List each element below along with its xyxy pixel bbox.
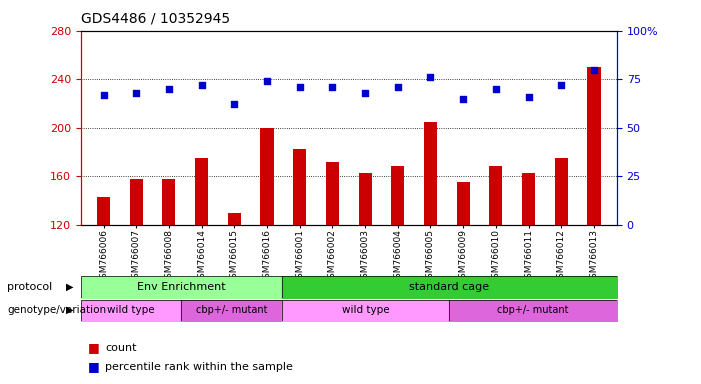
Point (261, 78, 273, 84)
Point (98, 92, 109, 98)
Bar (163, 179, 175, 225)
Point (327, 84, 338, 90)
Point (360, 90, 371, 96)
Bar (358, 172, 372, 225)
Point (130, 90, 142, 96)
Text: cbp+/- mutant: cbp+/- mutant (497, 305, 569, 315)
Point (588, 66, 599, 73)
Bar (293, 149, 306, 225)
Text: cbp+/- mutant: cbp+/- mutant (196, 305, 267, 315)
Point (196, 82, 207, 88)
Text: wild type: wild type (107, 305, 155, 315)
Text: ▶: ▶ (66, 305, 74, 315)
Bar (554, 158, 568, 225)
Bar (424, 122, 437, 225)
Text: GDS4486 / 10352945: GDS4486 / 10352945 (81, 12, 230, 25)
Bar (489, 167, 503, 225)
Point (490, 86, 501, 92)
Text: genotype/variation: genotype/variation (7, 305, 106, 315)
Text: ■: ■ (88, 341, 100, 354)
Bar (587, 67, 601, 225)
Point (556, 82, 567, 88)
Text: count: count (105, 343, 137, 353)
Text: protocol: protocol (7, 282, 53, 292)
Text: ▶: ▶ (66, 282, 74, 292)
Text: wild type: wild type (341, 305, 389, 315)
Text: ■: ■ (88, 360, 100, 373)
Text: percentile rank within the sample: percentile rank within the sample (105, 362, 293, 372)
Point (294, 84, 306, 90)
Point (392, 84, 403, 90)
Bar (97, 197, 110, 225)
Bar (228, 212, 241, 225)
Bar (391, 167, 404, 225)
Text: Env Enrichment: Env Enrichment (137, 282, 226, 292)
Text: standard cage: standard cage (409, 282, 489, 292)
Bar (522, 172, 535, 225)
Bar (261, 127, 273, 225)
Point (523, 94, 534, 100)
Point (425, 74, 436, 80)
Point (163, 86, 175, 92)
Point (458, 96, 469, 102)
Point (229, 101, 240, 108)
Bar (195, 158, 208, 225)
Bar (456, 182, 470, 225)
Bar (130, 179, 143, 225)
Bar (326, 162, 339, 225)
